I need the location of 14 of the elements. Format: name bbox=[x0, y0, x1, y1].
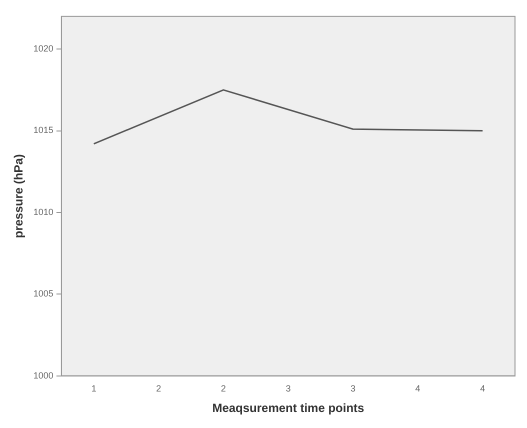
y-tick-label: 1005 bbox=[33, 288, 54, 299]
x-tick-label: 3 bbox=[350, 384, 356, 394]
y-tick-label: 1020 bbox=[33, 44, 54, 54]
y-tick-label: 1010 bbox=[33, 206, 54, 217]
y-tick-label: 1015 bbox=[33, 125, 54, 136]
x-tick-label: 2 bbox=[220, 384, 226, 394]
x-tick-label: 4 bbox=[415, 384, 420, 394]
y-tick-label: 1000 bbox=[33, 370, 54, 380]
x-axis-title: Meaqsurement time points bbox=[212, 401, 365, 416]
x-tick-label: 2 bbox=[156, 384, 162, 394]
x-tick-label: 4 bbox=[480, 384, 486, 394]
x-tick-label: 3 bbox=[286, 384, 291, 394]
y-axis-title: pressure (hPa) bbox=[12, 154, 26, 238]
x-tick-label: 1 bbox=[91, 384, 96, 394]
